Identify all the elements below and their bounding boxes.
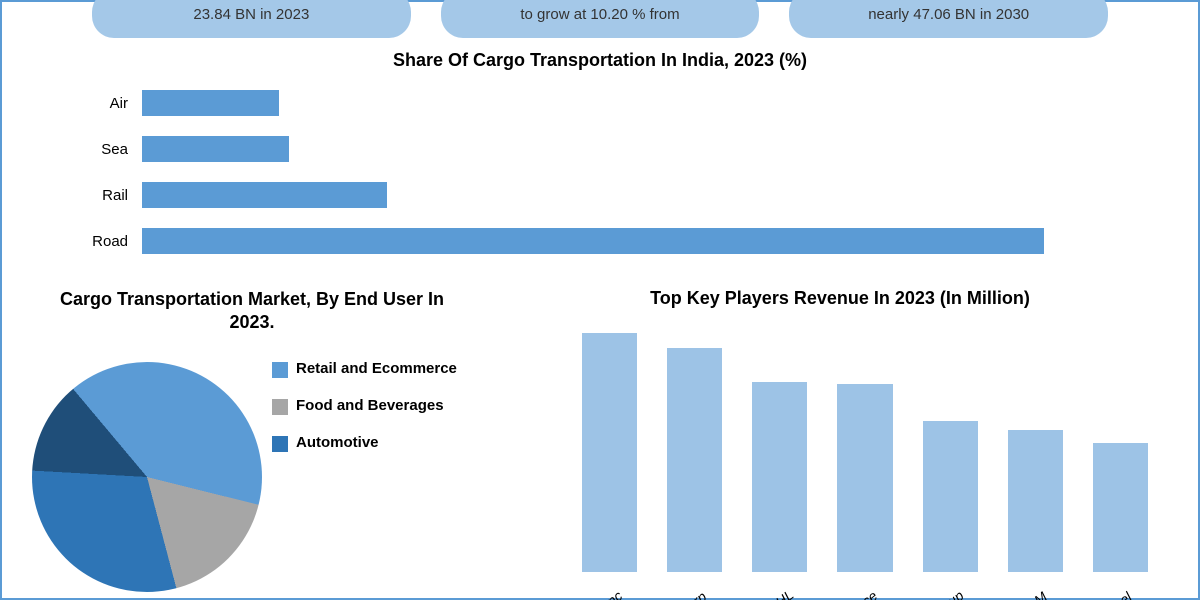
lower-row: Cargo Transportation Market, By End User…: [2, 282, 1198, 600]
hbar-bar: [142, 182, 387, 208]
vbar-category-label: up: [928, 575, 981, 600]
legend-label: Retail and Ecommerce: [296, 360, 457, 379]
hbar-track: [142, 80, 1122, 126]
pie-graphic: [32, 362, 262, 592]
vbar-chart: [582, 328, 1148, 572]
hbar-category-label: Rail: [82, 187, 142, 204]
legend-swatch: [272, 362, 288, 378]
pie-legend: Retail and Ecommerce Food and Beverages Au…: [272, 360, 512, 470]
vbar-bar: [1008, 430, 1063, 572]
hbar-category-label: Sea: [82, 141, 142, 158]
stat-card: 23.84 BN in 2023: [92, 0, 411, 38]
hbar-track: [142, 126, 1122, 172]
legend-label: Food and Beverages: [296, 397, 444, 416]
hbar-row: Sea: [82, 126, 1122, 172]
vbar-category-label: ce: [843, 575, 896, 600]
vbar-bar: [667, 348, 722, 572]
pie-chart: [32, 362, 262, 592]
legend-swatch: [272, 436, 288, 452]
legend-label: Automotive: [296, 434, 379, 453]
stat-card-text: nearly 47.06 BN in 2030: [868, 6, 1029, 23]
vbar-bar: [752, 382, 807, 572]
infographic-page: 23.84 BN in 2023 to grow at 10.20 % from…: [0, 0, 1200, 600]
pie-chart-title: Cargo Transportation Market, By End User…: [2, 288, 522, 333]
legend-item: Food and Beverages: [272, 397, 512, 416]
stat-card-text: 23.84 BN in 2023: [193, 6, 309, 23]
vbar-x-labels: ncrpHLceupMel: [582, 592, 1148, 600]
hbar-category-label: Air: [82, 95, 142, 112]
hbar-chart-title: Share Of Cargo Transportation In India, …: [2, 50, 1198, 71]
hbar-row: Road: [82, 218, 1122, 264]
stat-card: to grow at 10.20 % from: [441, 0, 760, 38]
vbar-bar: [582, 333, 637, 572]
hbar-chart: Air Sea Rail Road: [82, 80, 1122, 265]
hbar-row: Rail: [82, 172, 1122, 218]
hbar-bar: [142, 228, 1044, 254]
vbar-panel: Top Key Players Revenue In 2023 (In Mill…: [522, 282, 1198, 600]
vbar-category-label: nc: [588, 575, 641, 600]
vbar-category-label: HL: [758, 575, 811, 600]
vbar-category-label: el: [1099, 575, 1152, 600]
stat-card: nearly 47.06 BN in 2030: [789, 0, 1108, 38]
stat-cards-row: 23.84 BN in 2023 to grow at 10.20 % from…: [2, 0, 1198, 38]
hbar-category-label: Road: [82, 233, 142, 250]
legend-swatch: [272, 399, 288, 415]
hbar-row: Air: [82, 80, 1122, 126]
vbar-bar: [1093, 443, 1148, 572]
vbar-category-label: rp: [673, 575, 726, 600]
legend-item: Automotive: [272, 434, 512, 453]
legend-item: Retail and Ecommerce: [272, 360, 512, 379]
vbar-bar: [837, 384, 892, 572]
vbar-chart-title: Top Key Players Revenue In 2023 (In Mill…: [522, 288, 1158, 309]
stat-card-text: to grow at 10.20 % from: [520, 6, 679, 23]
hbar-bar: [142, 90, 279, 116]
vbar-bar: [923, 421, 978, 572]
pie-panel: Cargo Transportation Market, By End User…: [2, 282, 522, 600]
hbar-bar: [142, 136, 289, 162]
vbar-category-label: M: [1014, 575, 1067, 600]
hbar-track: [142, 218, 1122, 264]
hbar-track: [142, 172, 1122, 218]
